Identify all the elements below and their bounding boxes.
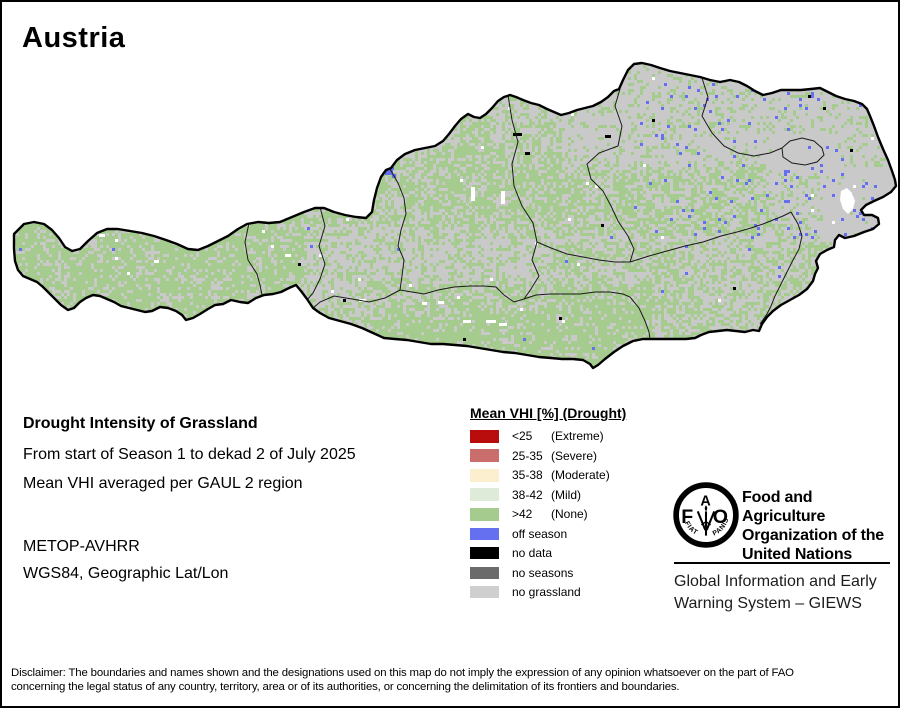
legend-row: no data bbox=[470, 546, 695, 560]
legend-label: (Moderate) bbox=[551, 468, 610, 482]
fao-org-name: Food and Agriculture Organization of the… bbox=[742, 488, 894, 564]
legend-label: (None) bbox=[551, 507, 588, 521]
lake bbox=[501, 191, 505, 204]
legend-swatch bbox=[470, 488, 499, 501]
giews-line: Global Information and Early bbox=[674, 573, 877, 590]
legend-row: no seasons bbox=[470, 566, 695, 580]
legend-swatch bbox=[470, 527, 499, 540]
disclaimer-line: Disclaimer: The boundaries and names sho… bbox=[11, 667, 794, 679]
fao-letter-f: F bbox=[681, 506, 693, 528]
legend-range: 35-38 bbox=[512, 468, 543, 482]
legend-drought-classes: <25 (Extreme) 25-35 (Severe) 35-38 (Moderate)… bbox=[470, 429, 695, 521]
legend-row: no grassland bbox=[470, 585, 695, 599]
fao-org-line: Organization of the bbox=[742, 527, 884, 544]
map-texture bbox=[14, 63, 896, 368]
legend: Mean VHI [%] (Drought) <25 (Extreme) 25-35… bbox=[470, 405, 695, 605]
period-line: From start of Season 1 to dekad 2 of Jul… bbox=[23, 446, 356, 463]
austria-map bbox=[12, 61, 898, 370]
fao-org-line: Food and Agriculture bbox=[742, 489, 826, 525]
lake bbox=[463, 320, 471, 323]
country-outline bbox=[12, 61, 898, 370]
legend-label: no seasons bbox=[512, 565, 574, 580]
legend-label: no data bbox=[512, 546, 553, 560]
method-line: Mean VHI averaged per GAUL 2 region bbox=[23, 475, 303, 492]
fao-block: F O A FIAT PANIS Food and Agriculture Or bbox=[672, 481, 894, 616]
page-title: Austria bbox=[22, 22, 126, 54]
legend-swatch bbox=[470, 586, 499, 598]
legend-label: off season bbox=[512, 526, 568, 541]
fao-logo-icon: F O A FIAT PANIS bbox=[673, 482, 739, 548]
disclaimer-line: concerning the legal status of any count… bbox=[11, 681, 680, 693]
legend-range: <25 bbox=[512, 429, 533, 443]
fao-letter-a: A bbox=[700, 494, 711, 510]
legend-label: (Extreme) bbox=[551, 429, 604, 443]
lake-neusiedl bbox=[840, 188, 855, 214]
lake bbox=[499, 323, 507, 326]
lake bbox=[486, 320, 496, 323]
giews-label: Global Information and Early Warning Sys… bbox=[674, 571, 877, 614]
legend-row: 38-42 (Mild) bbox=[470, 488, 695, 502]
lake bbox=[422, 302, 427, 305]
lake bbox=[99, 234, 105, 237]
legend-row: <25 (Extreme) bbox=[470, 429, 695, 443]
legend-range: 38-42 bbox=[512, 487, 543, 502]
legend-title: Mean VHI [%] (Drought) bbox=[470, 405, 627, 421]
legend-other-classes: off season no data no seasons no grassland bbox=[470, 527, 695, 599]
legend-label: (Mild) bbox=[551, 487, 581, 502]
no-data-patch bbox=[605, 135, 611, 138]
fao-org-line: United Nations bbox=[742, 546, 853, 563]
wheat-icon bbox=[696, 505, 716, 536]
legend-swatch bbox=[470, 566, 499, 579]
map-subtitle: Drought Intensity of Grassland bbox=[23, 415, 258, 432]
region-borders bbox=[244, 77, 825, 340]
lake bbox=[438, 301, 444, 304]
legend-swatch bbox=[470, 429, 499, 443]
lake bbox=[285, 254, 291, 257]
fao-letter-o: O bbox=[713, 506, 728, 528]
legend-row: 25-35 (Severe) bbox=[470, 449, 695, 463]
legend-swatch bbox=[470, 507, 499, 521]
lake bbox=[154, 260, 159, 263]
legend-range: >42 bbox=[512, 507, 533, 521]
legend-range: 25-35 bbox=[512, 448, 543, 463]
sensor-line: METOP-AVHRR bbox=[23, 538, 140, 555]
legend-swatch bbox=[470, 449, 499, 462]
lake bbox=[471, 187, 475, 201]
disclaimer: Disclaimer: The boundaries and names sho… bbox=[11, 666, 895, 694]
legend-swatch bbox=[470, 547, 499, 559]
legend-row: 35-38 (Moderate) bbox=[470, 468, 695, 482]
legend-swatch bbox=[470, 468, 499, 482]
legend-label: no grassland bbox=[512, 585, 581, 599]
off-season-patch bbox=[385, 168, 393, 175]
legend-label: (Severe) bbox=[551, 448, 598, 463]
giews-line: Warning System – GIEWS bbox=[674, 594, 862, 612]
legend-row: >42 (None) bbox=[470, 507, 695, 521]
projection-line: WGS84, Geographic Lat/Lon bbox=[23, 565, 229, 582]
legend-row: off season bbox=[470, 527, 695, 541]
divider bbox=[674, 562, 890, 564]
no-data-patch bbox=[525, 152, 530, 155]
no-data-patch bbox=[513, 133, 522, 136]
